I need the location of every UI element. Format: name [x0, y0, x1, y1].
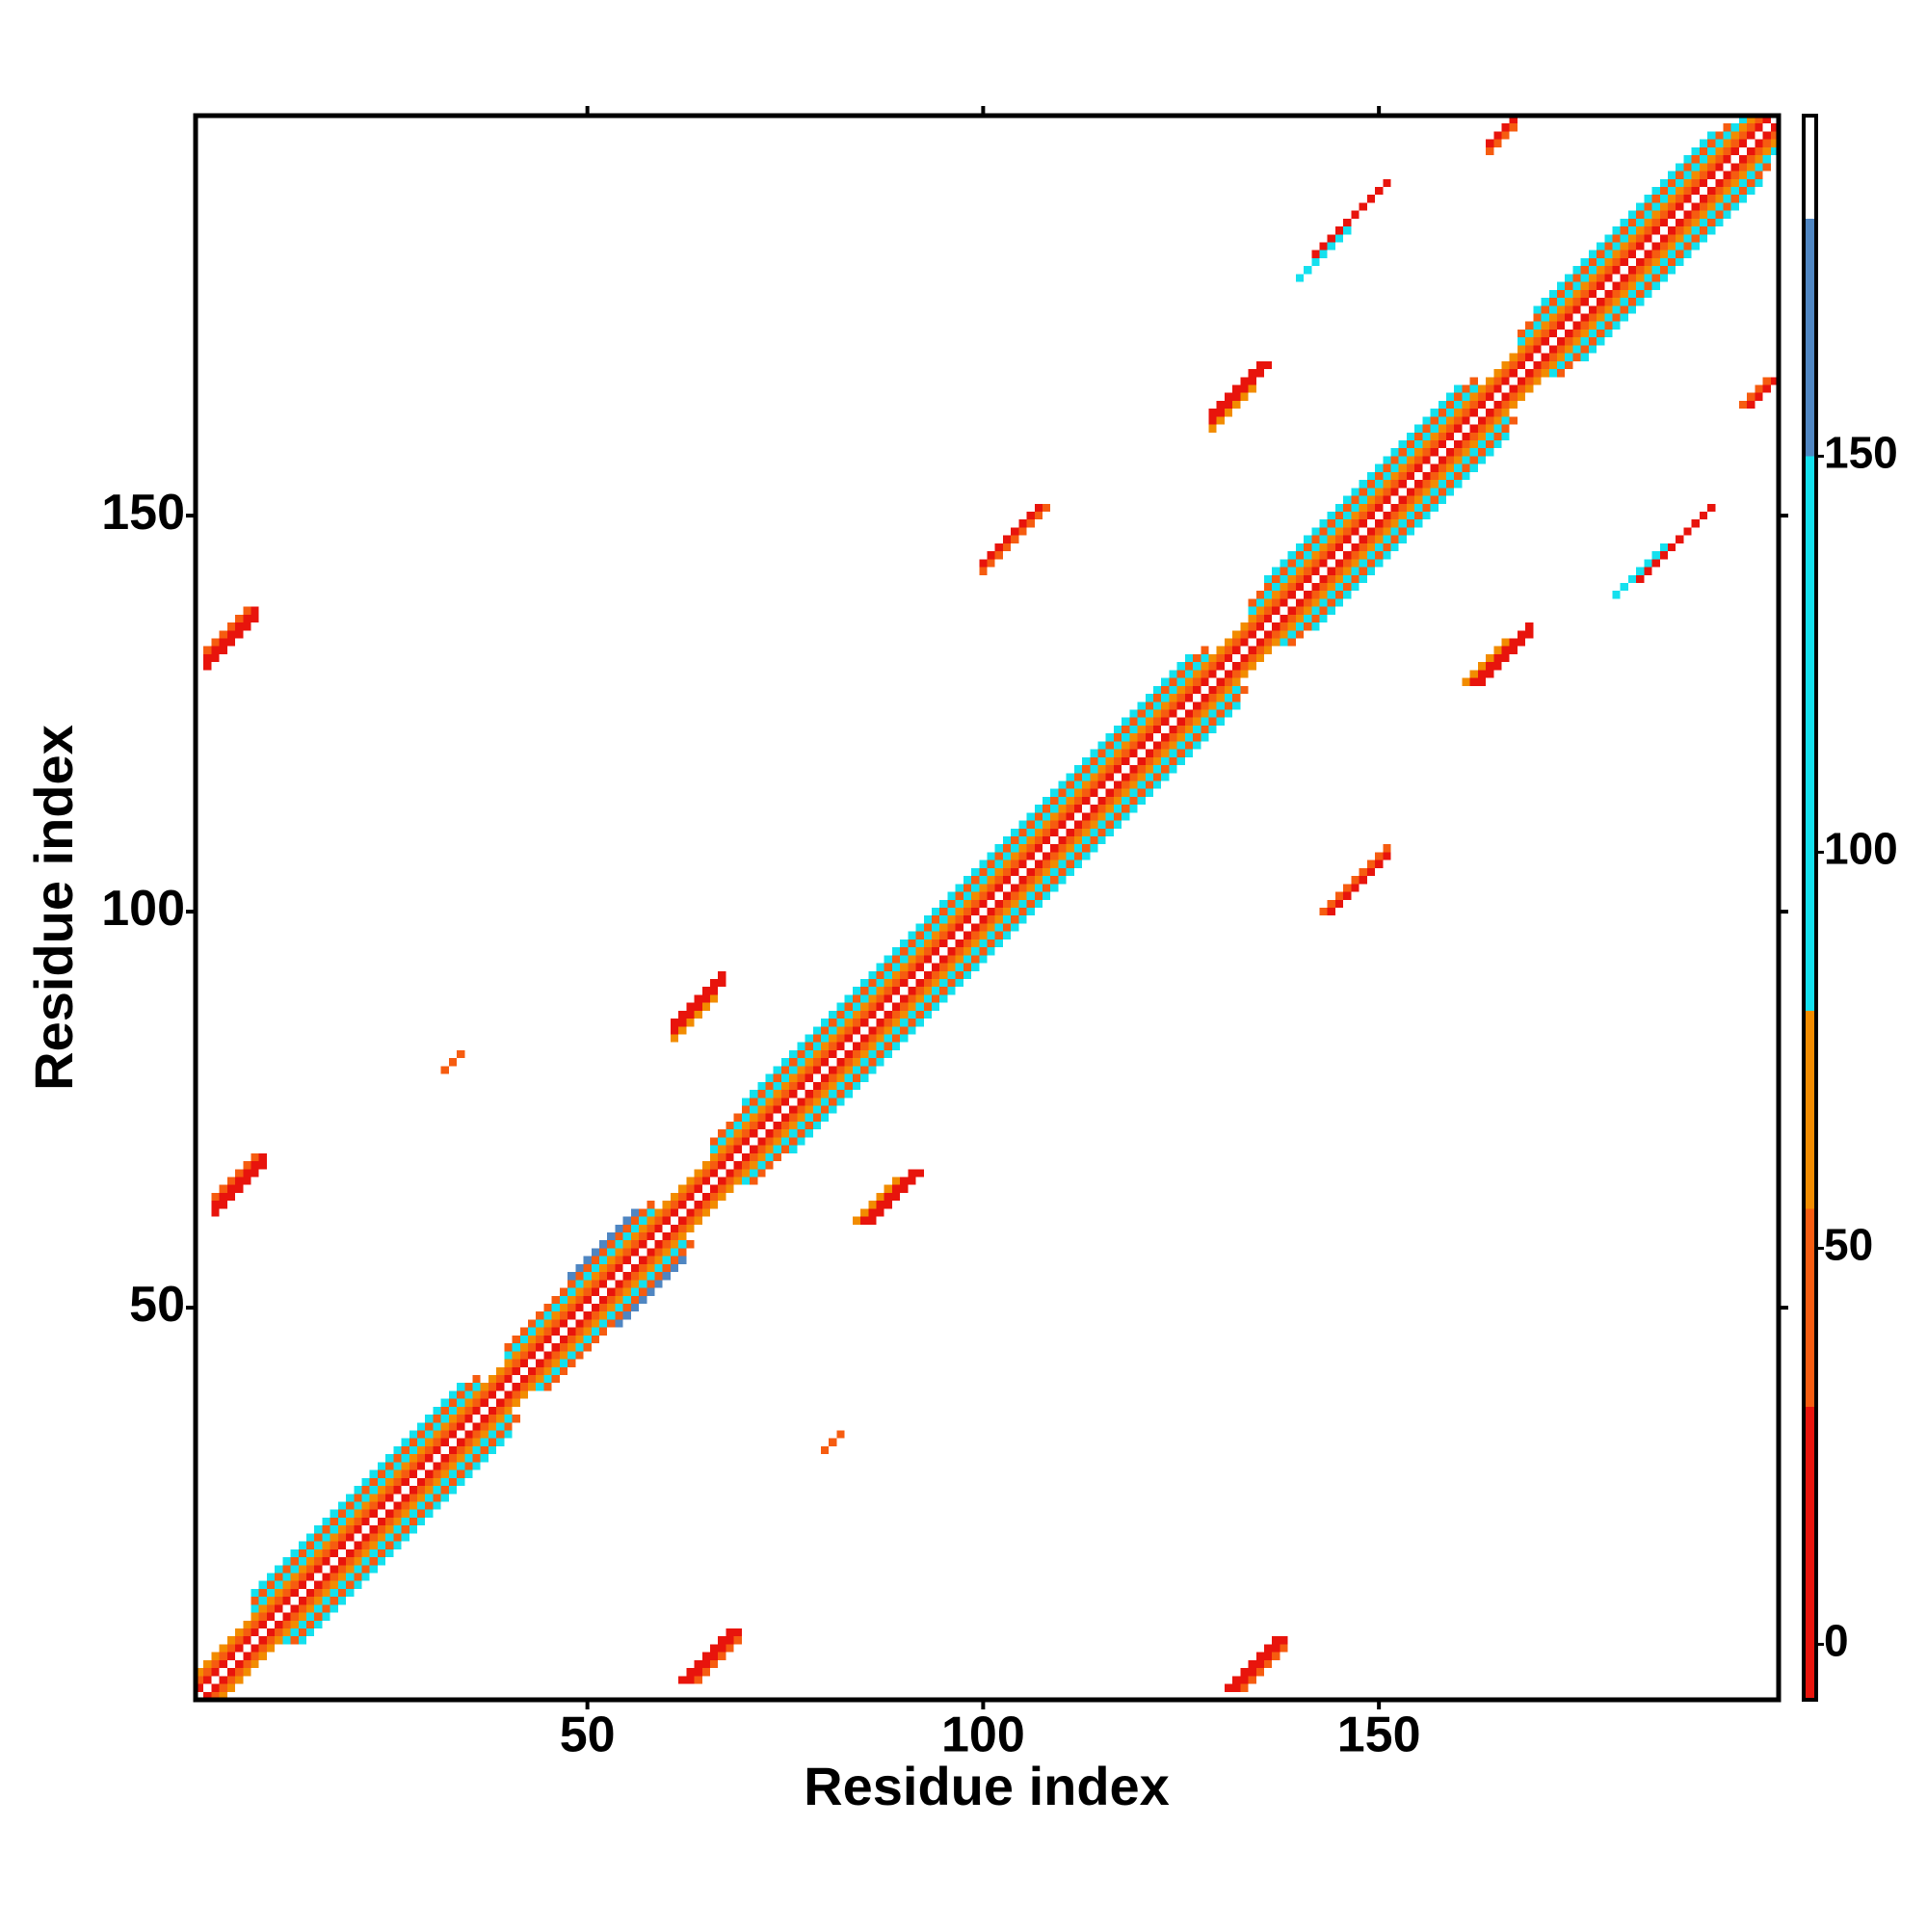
- y-tick-label: 100: [101, 881, 185, 937]
- y-tick-label: 50: [129, 1277, 185, 1333]
- heatmap-run: [1738, 377, 1771, 410]
- heatmap-run: [1636, 503, 1716, 583]
- heatmap-run: [1311, 178, 1391, 258]
- heatmap-run: [820, 1430, 845, 1455]
- heatmap-run: [1612, 543, 1668, 599]
- heatmap-run: [860, 1169, 916, 1225]
- heatmap-run: [1208, 360, 1265, 417]
- heatmap-run: [1240, 1644, 1288, 1692]
- heatmap-run: [979, 503, 1043, 568]
- heatmap-run: [868, 1169, 924, 1225]
- heatmap-run: [211, 1161, 267, 1217]
- heatmap-run: [741, 653, 1194, 1106]
- heatmap-run: [789, 701, 1241, 1153]
- heatmap-run: [615, 1256, 687, 1328]
- heatmap-run: [670, 970, 726, 1027]
- heatmap-run: [1462, 638, 1510, 686]
- heatmap-run: [1548, 146, 1779, 378]
- heatmap-run: [750, 685, 1249, 1185]
- heatmap-run: [1517, 116, 1748, 346]
- heatmap-run: [1287, 416, 1518, 647]
- heatmap-run: [1208, 384, 1256, 433]
- heatmap-run: [709, 653, 1209, 1153]
- heatmap-run: [1248, 384, 1478, 615]
- heatmap-run: [1224, 1636, 1280, 1692]
- heatmap-run: [211, 131, 1780, 1701]
- colorbar-band: [1804, 1208, 1816, 1407]
- heatmap-run: [219, 139, 1779, 1700]
- heatmap-run: [1295, 226, 1352, 282]
- heatmap-run: [251, 1383, 481, 1613]
- heatmap-run: [670, 978, 726, 1035]
- colorbar-band: [1804, 456, 1816, 1011]
- heatmap-run: [203, 606, 251, 654]
- heatmap-run: [211, 1152, 259, 1202]
- heatmap-run: [1311, 432, 1510, 631]
- colorbar-frame: [1802, 114, 1818, 1702]
- heatmap-run: [1580, 178, 1763, 361]
- x-tick-label: 100: [941, 1707, 1025, 1763]
- colorbar-tick-label: 150: [1824, 428, 1898, 478]
- y-axis-title: Residue index: [23, 725, 84, 1091]
- heatmap-run: [1327, 852, 1391, 916]
- heatmap-run: [686, 1628, 742, 1684]
- heatmap-run: [568, 1208, 640, 1281]
- heatmap-run: [1556, 163, 1771, 378]
- heatmap-run: [211, 1152, 267, 1209]
- heatmap-run: [251, 1374, 481, 1605]
- heatmap-run: [1517, 123, 1731, 338]
- heatmap-run: [251, 1383, 465, 1598]
- x-tick-label: 50: [560, 1707, 616, 1763]
- heatmap-cells: [196, 116, 1780, 1701]
- heatmap-run: [1533, 131, 1716, 314]
- colorbar-tick-label: 100: [1824, 824, 1898, 874]
- heatmap-run: [196, 116, 1755, 1677]
- heatmap-run: [694, 1636, 742, 1684]
- heatmap-run: [504, 1208, 655, 1360]
- heatmap-run: [1319, 844, 1391, 916]
- heatmap-run: [670, 994, 719, 1043]
- heatmap-run: [1232, 1636, 1288, 1692]
- x-axis-title: Residue index: [804, 1756, 1170, 1816]
- y-tick-label: 150: [101, 485, 185, 541]
- heatmap-run: [1486, 123, 1518, 156]
- heatmap-run: [709, 646, 1209, 1146]
- heatmap-run: [1248, 377, 1478, 607]
- heatmap-run: [440, 1049, 465, 1074]
- colorbar-band: [1804, 116, 1816, 219]
- heatmap-run: [1477, 630, 1534, 686]
- heatmap-run: [741, 685, 1241, 1185]
- heatmap-run: [203, 606, 259, 663]
- colorbar-band: [1804, 1010, 1816, 1209]
- heatmap-run: [298, 1430, 513, 1645]
- heatmap-run: [282, 1415, 513, 1645]
- heatmap-run: [203, 614, 259, 671]
- heatmap-run: [1264, 384, 1463, 583]
- heatmap-run: [852, 1177, 901, 1225]
- heatmap-run: [290, 1415, 520, 1645]
- x-tick-label: 150: [1337, 1707, 1421, 1763]
- colorbar-band: [1804, 218, 1816, 457]
- colorbar-tick-label: 0: [1824, 1616, 1849, 1666]
- heatmap-run: [1280, 416, 1510, 647]
- colorbar-tick-label: 50: [1824, 1220, 1873, 1270]
- heatmap-run: [979, 503, 1051, 575]
- heatmap-run: [504, 1201, 655, 1352]
- heatmap-run: [203, 123, 1780, 1701]
- plot-frame: [193, 113, 1782, 1703]
- heatmap-run: [536, 1240, 687, 1391]
- colorbar-band: [1804, 1406, 1816, 1700]
- heatmap-run: [678, 1628, 734, 1684]
- heatmap-run: [543, 1240, 695, 1391]
- heatmap-run: [196, 116, 1771, 1692]
